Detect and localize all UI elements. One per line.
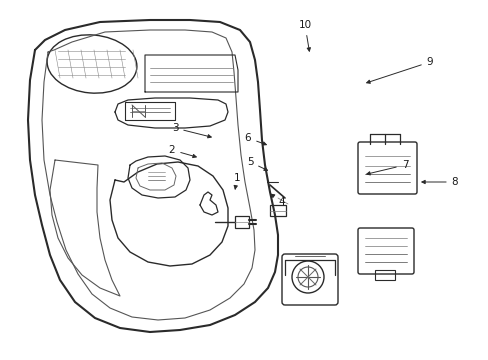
Text: 8: 8 xyxy=(421,177,457,187)
Bar xyxy=(269,205,285,216)
Text: 1: 1 xyxy=(233,173,240,189)
Text: 5: 5 xyxy=(246,157,267,170)
Bar xyxy=(235,216,248,228)
Text: 4: 4 xyxy=(270,194,285,207)
Text: 2: 2 xyxy=(168,145,196,158)
Text: 9: 9 xyxy=(366,57,432,83)
Text: 10: 10 xyxy=(298,20,311,51)
Text: 7: 7 xyxy=(366,160,407,175)
Text: 6: 6 xyxy=(244,133,266,145)
Bar xyxy=(374,270,394,280)
Text: 3: 3 xyxy=(171,123,211,138)
